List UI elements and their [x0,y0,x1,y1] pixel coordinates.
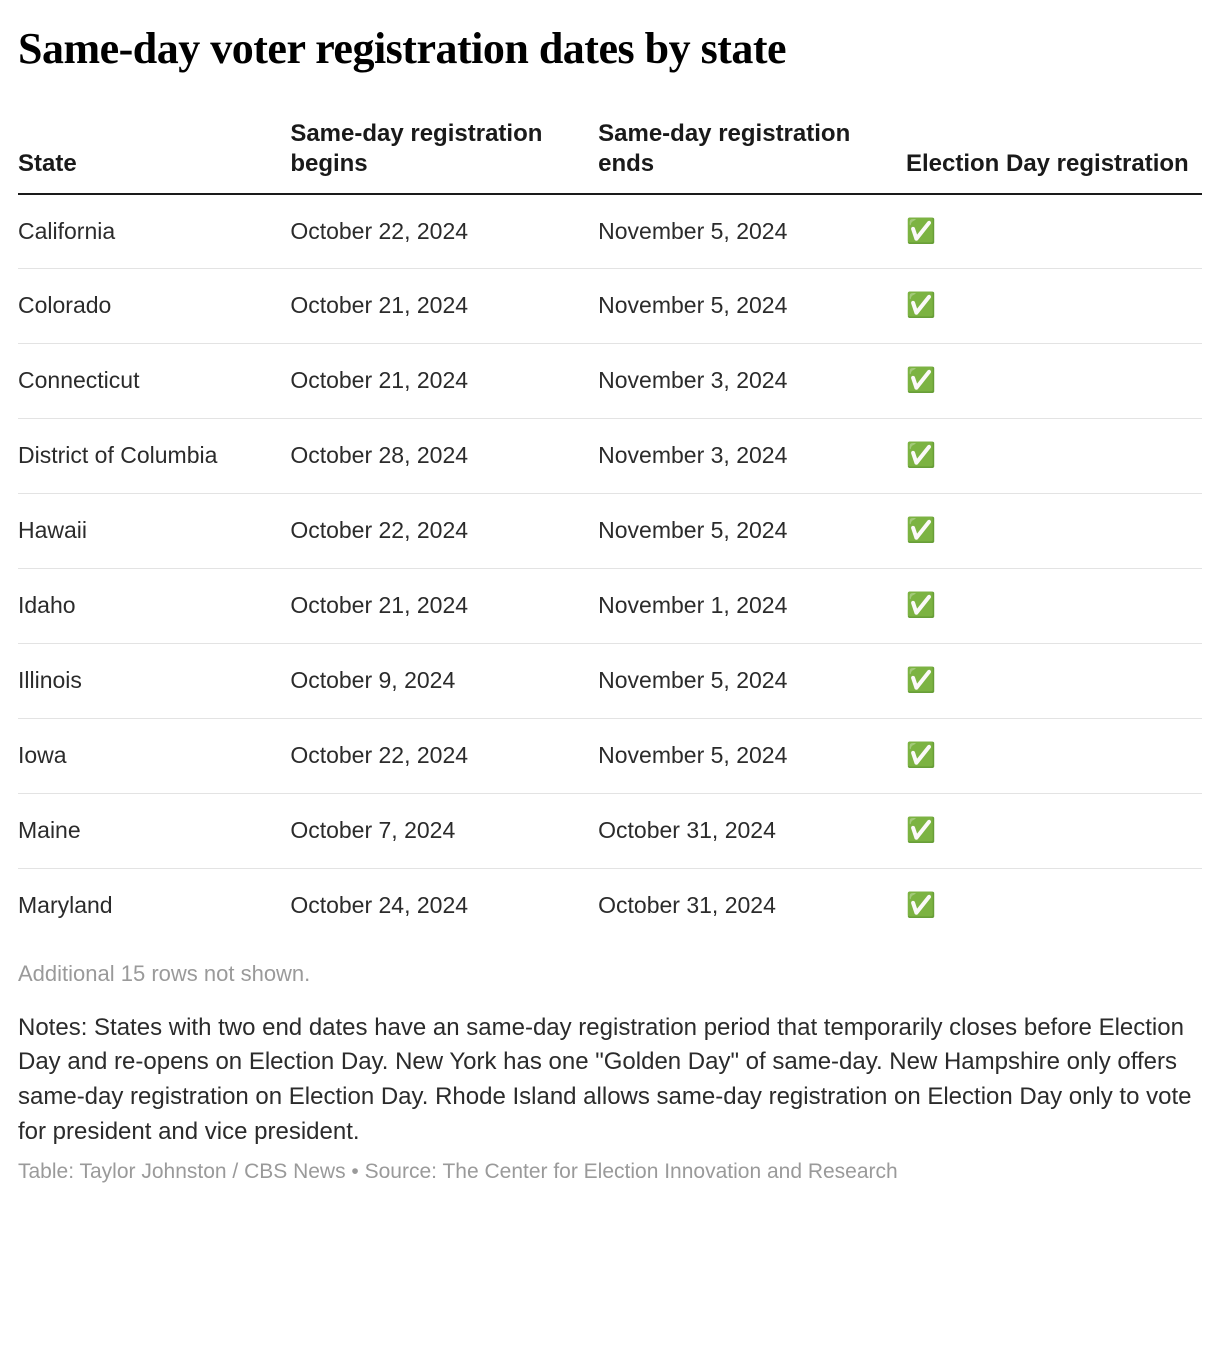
cell-electionday: ✅ [906,643,1202,718]
cell-begins: October 22, 2024 [290,194,598,269]
notes: Notes: States with two end dates have an… [18,1011,1202,1150]
cell-begins: October 22, 2024 [290,718,598,793]
cell-ends: November 3, 2024 [598,419,906,494]
table-body: CaliforniaOctober 22, 2024November 5, 20… [18,194,1202,943]
notes-label: Notes: [18,1014,94,1041]
cell-electionday: ✅ [906,419,1202,494]
page-title: Same-day voter registration dates by sta… [18,24,1202,75]
table-row: District of ColumbiaOctober 28, 2024Nove… [18,419,1202,494]
cell-state: Hawaii [18,494,290,569]
cell-ends: November 5, 2024 [598,643,906,718]
col-header-begins: Same-day registration begins [290,111,598,194]
table-row: MarylandOctober 24, 2024October 31, 2024… [18,868,1202,942]
check-icon: ✅ [906,517,936,544]
col-header-state: State [18,111,290,194]
cell-electionday: ✅ [906,569,1202,644]
cell-state: Maryland [18,868,290,942]
cell-electionday: ✅ [906,344,1202,419]
cell-begins: October 9, 2024 [290,643,598,718]
table-row: IdahoOctober 21, 2024November 1, 2024✅ [18,569,1202,644]
check-icon: ✅ [906,592,936,619]
registration-table: State Same-day registration begins Same-… [18,111,1202,943]
cell-electionday: ✅ [906,793,1202,868]
cell-ends: November 3, 2024 [598,344,906,419]
cell-ends: November 5, 2024 [598,718,906,793]
cell-ends: November 5, 2024 [598,269,906,344]
cell-ends: November 1, 2024 [598,569,906,644]
cell-ends: November 5, 2024 [598,494,906,569]
table-header-row: State Same-day registration begins Same-… [18,111,1202,194]
cell-state: California [18,194,290,269]
cell-begins: October 28, 2024 [290,419,598,494]
col-header-ends: Same-day registration ends [598,111,906,194]
cell-begins: October 21, 2024 [290,344,598,419]
cell-state: District of Columbia [18,419,290,494]
cell-state: Illinois [18,643,290,718]
check-icon: ✅ [906,742,936,769]
table-row: IowaOctober 22, 2024November 5, 2024✅ [18,718,1202,793]
table-row: ColoradoOctober 21, 2024November 5, 2024… [18,269,1202,344]
check-icon: ✅ [906,892,936,919]
check-icon: ✅ [906,817,936,844]
cell-ends: October 31, 2024 [598,793,906,868]
check-icon: ✅ [906,218,936,245]
table-row: IllinoisOctober 9, 2024November 5, 2024✅ [18,643,1202,718]
table-row: CaliforniaOctober 22, 2024November 5, 20… [18,194,1202,269]
cell-electionday: ✅ [906,868,1202,942]
table-row: HawaiiOctober 22, 2024November 5, 2024✅ [18,494,1202,569]
cell-electionday: ✅ [906,718,1202,793]
cell-state: Idaho [18,569,290,644]
cell-electionday: ✅ [906,269,1202,344]
table-row: MaineOctober 7, 2024October 31, 2024✅ [18,793,1202,868]
cell-begins: October 22, 2024 [290,494,598,569]
cell-ends: October 31, 2024 [598,868,906,942]
col-header-electionday: Election Day registration [906,111,1202,194]
more-rows-note: Additional 15 rows not shown. [18,961,1202,987]
cell-begins: October 7, 2024 [290,793,598,868]
cell-begins: October 21, 2024 [290,569,598,644]
cell-ends: November 5, 2024 [598,194,906,269]
cell-state: Colorado [18,269,290,344]
cell-electionday: ✅ [906,194,1202,269]
check-icon: ✅ [906,292,936,319]
table-row: ConnecticutOctober 21, 2024November 3, 2… [18,344,1202,419]
cell-begins: October 24, 2024 [290,868,598,942]
cell-state: Connecticut [18,344,290,419]
cell-electionday: ✅ [906,494,1202,569]
cell-begins: October 21, 2024 [290,269,598,344]
check-icon: ✅ [906,667,936,694]
credit-line: Table: Taylor Johnston / CBS News • Sour… [18,1160,1202,1184]
check-icon: ✅ [906,442,936,469]
notes-body: States with two end dates have an same-d… [18,1014,1191,1145]
cell-state: Iowa [18,718,290,793]
check-icon: ✅ [906,367,936,394]
cell-state: Maine [18,793,290,868]
